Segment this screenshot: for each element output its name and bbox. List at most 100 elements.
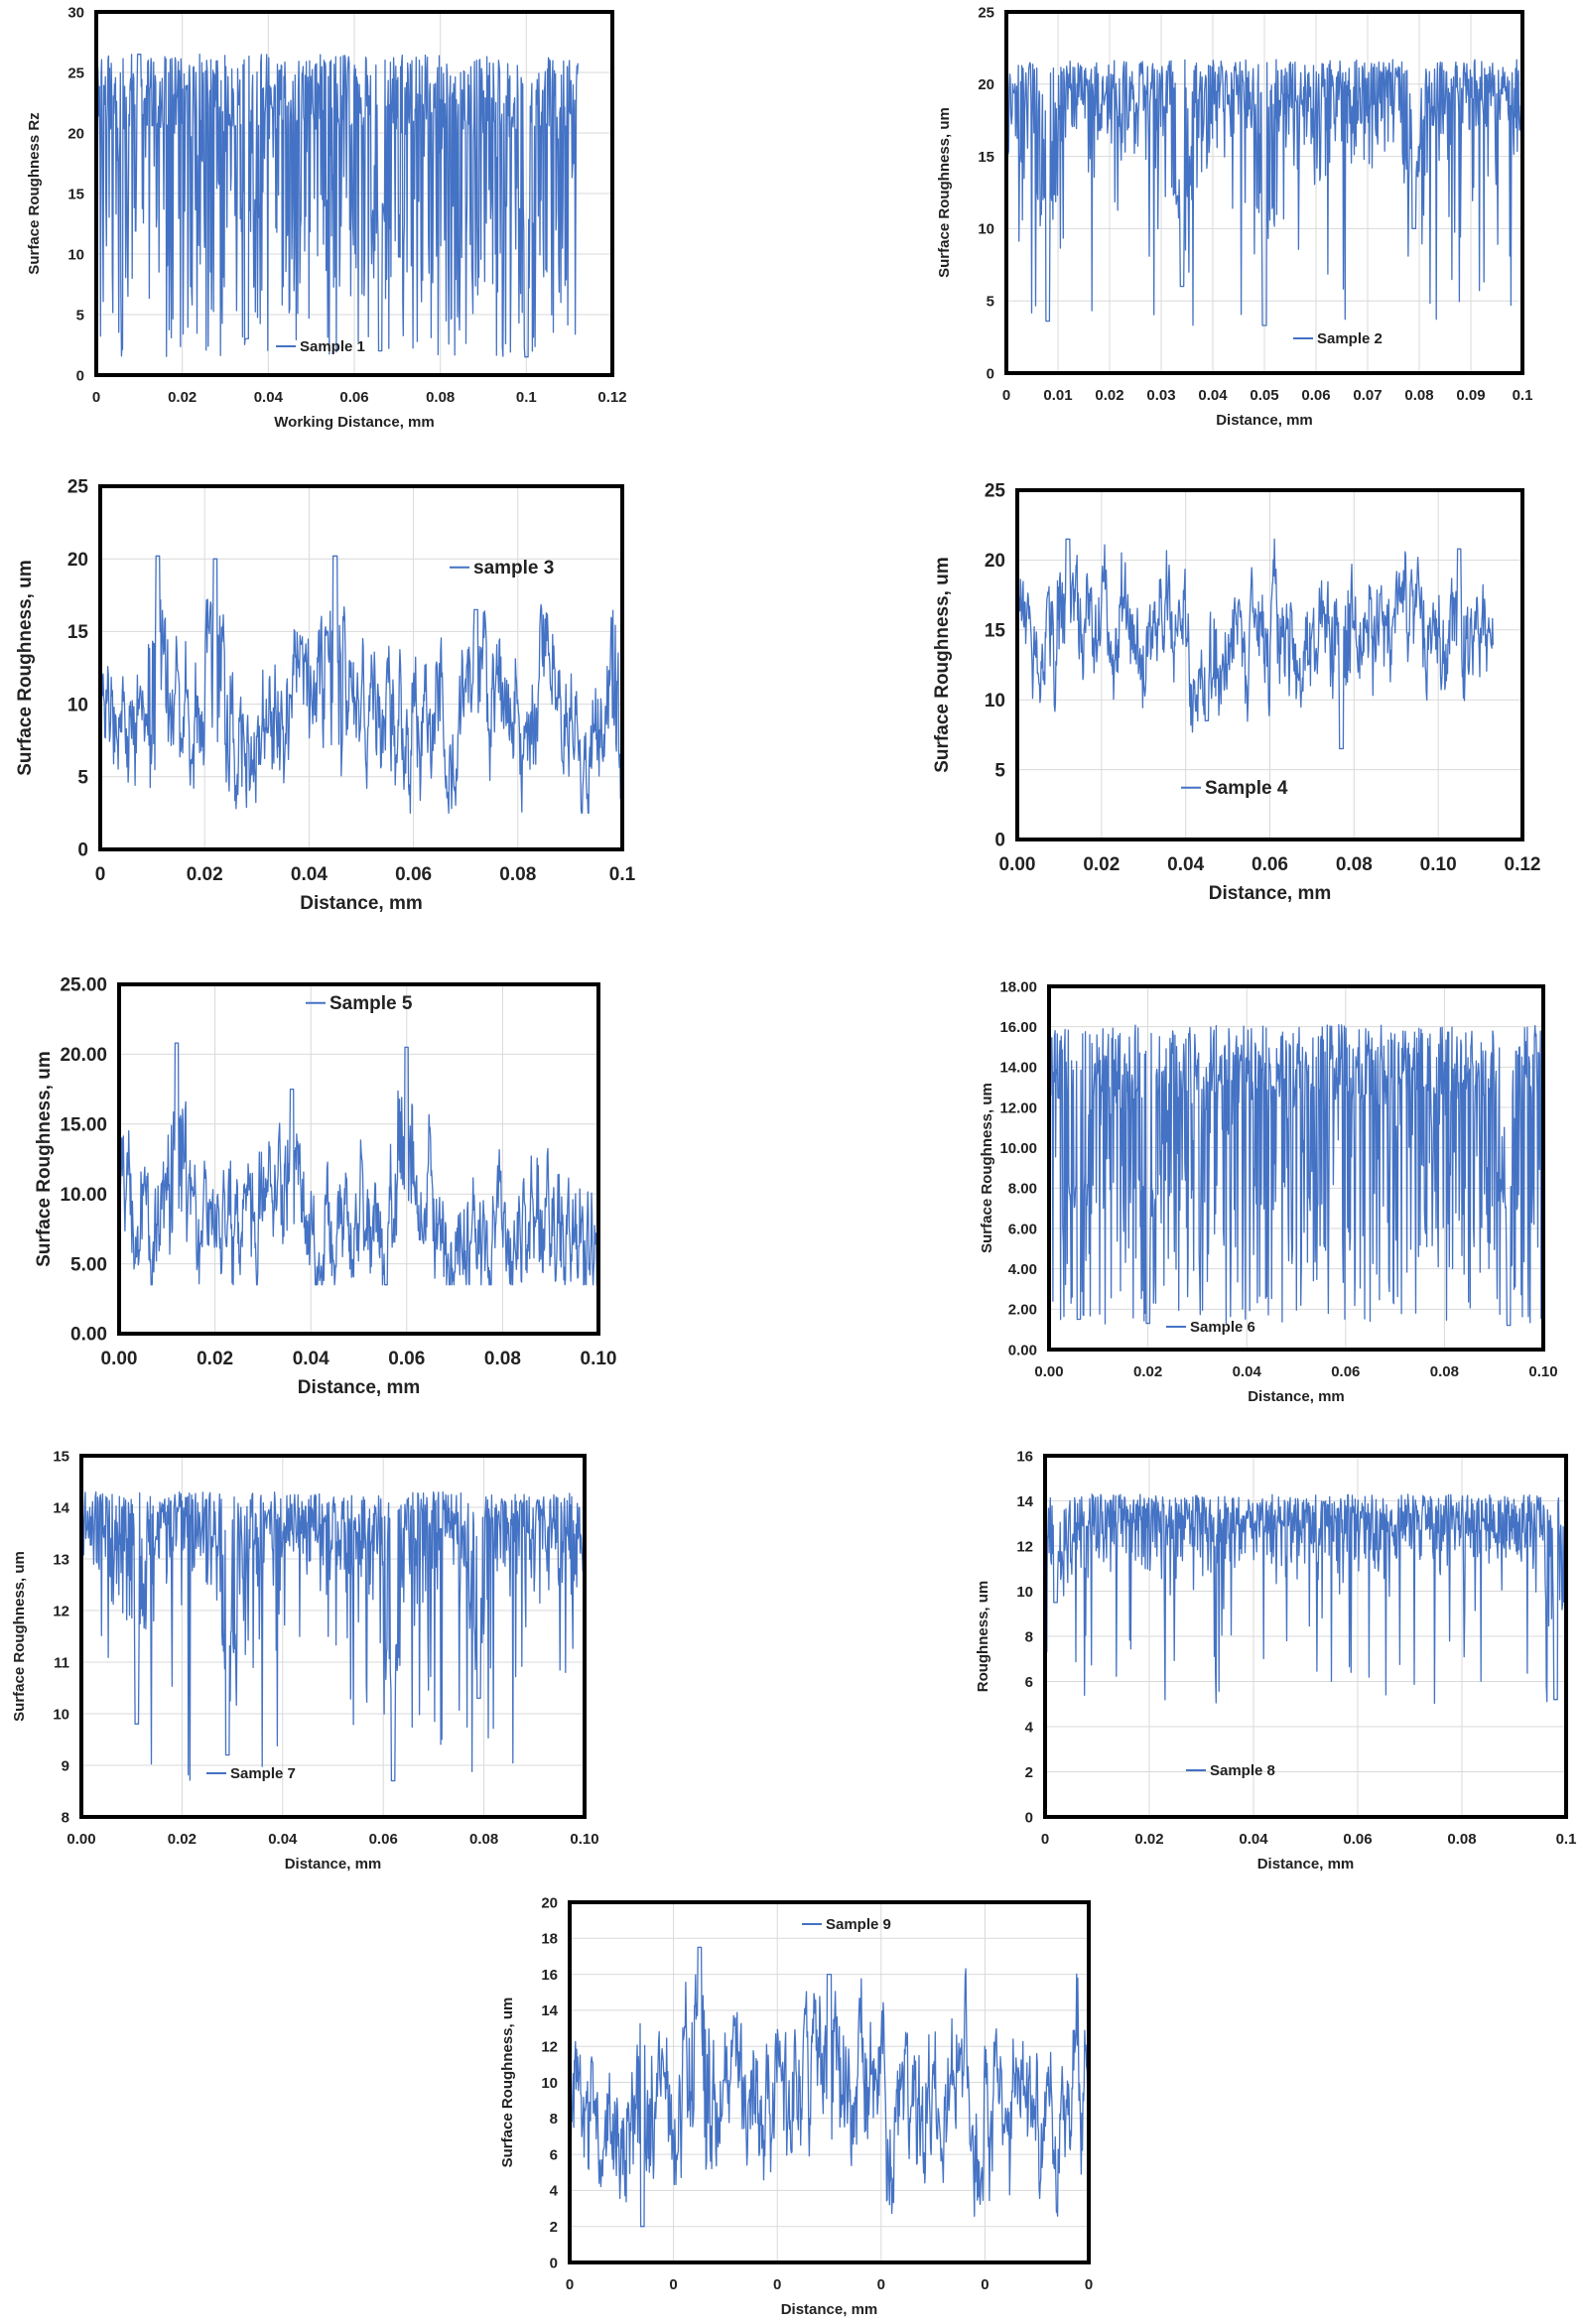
x-tick-label: 0.04: [291, 864, 328, 885]
x-tick-label: 0.08: [1336, 854, 1373, 875]
y-tick-label: 15: [53, 1448, 69, 1465]
x-tick-label: 0.06: [388, 1349, 425, 1369]
y-tick-label: 5: [77, 767, 88, 788]
x-tick-label: 0.02: [168, 1831, 197, 1848]
x-tick-label: 0.10: [570, 1831, 598, 1848]
x-tick-label: 0.07: [1353, 387, 1382, 404]
plot-frame: [1015, 488, 1524, 841]
y-tick-label: 14: [541, 2002, 558, 2019]
y-tick-label: 0.00: [1008, 1342, 1037, 1358]
series-line-sample-5: [118, 1042, 599, 1286]
y-tick-label: 10: [1016, 1584, 1033, 1601]
plot-frame: [79, 1454, 587, 1819]
series-line-sample-3: [99, 555, 623, 815]
y-tick-label: 8: [550, 2111, 558, 2128]
x-tick-label: 0: [566, 2276, 574, 2293]
x-axis-title: Distance, mm: [1216, 412, 1313, 429]
legend-label: Sample 8: [1210, 1762, 1275, 1779]
x-tick-label: 0.04: [1198, 387, 1228, 404]
x-tick-label: 0.04: [293, 1349, 330, 1369]
x-tick-label: 0.02: [1133, 1363, 1162, 1380]
plot-frame: [1004, 10, 1524, 375]
x-tick-label: 0.01: [1043, 387, 1072, 404]
x-axis-title: Distance, mm: [300, 893, 423, 914]
y-tick-label: 0: [987, 365, 994, 382]
x-tick-label: 0.03: [1146, 387, 1175, 404]
y-tick-label: 25.00: [60, 975, 107, 996]
y-tick-label: 12.00: [999, 1099, 1037, 1116]
x-tick-label: 0.12: [597, 389, 626, 406]
legend-label: Sample 9: [826, 1916, 891, 1933]
y-tick-label: 20.00: [60, 1045, 107, 1066]
x-tick-label: 0.10: [1420, 854, 1457, 875]
x-tick-label: 0: [877, 2276, 885, 2293]
legend-label: Sample 6: [1190, 1319, 1255, 1336]
y-tick-label: 15: [978, 149, 994, 166]
y-tick-label: 12: [1016, 1538, 1033, 1555]
x-axis-title: Distance, mm: [298, 1377, 421, 1398]
y-tick-label: 25: [67, 65, 84, 81]
y-tick-label: 5.00: [70, 1254, 107, 1275]
y-tick-label: 20: [67, 125, 84, 142]
y-tick-label: 6.00: [1008, 1221, 1037, 1237]
legend-label: Sample 4: [1205, 778, 1288, 799]
y-axis-title: Surface Roughness, um: [936, 107, 953, 278]
y-axis-title: Roughness, um: [975, 1581, 991, 1693]
x-tick-label: 0.08: [499, 864, 536, 885]
x-tick-label: 0.09: [1456, 387, 1485, 404]
plot-frame: [117, 982, 600, 1336]
x-tick-label: 0.04: [254, 389, 284, 406]
x-axis-title: Distance, mm: [1248, 1388, 1345, 1405]
x-tick-label: 0.1: [1556, 1831, 1577, 1848]
x-tick-label: 0.10: [581, 1349, 617, 1369]
chart-c6: Sample 6 0.00 2.00 4.00 6.00 8.00 10.00 12.00 14…: [979, 978, 1558, 1405]
series-line-sample-9: [569, 1946, 1090, 2228]
y-axis-title: Surface Roughness, um: [932, 557, 953, 773]
x-tick-label: 0.10: [1528, 1363, 1557, 1380]
y-axis-title: Surface Roughness, um: [15, 560, 36, 776]
y-tick-label: 15: [67, 186, 84, 202]
y-tick-label: 6: [550, 2146, 558, 2163]
plot-frame: [94, 10, 614, 377]
y-tick-label: 13: [53, 1551, 69, 1568]
y-tick-label: 25: [978, 4, 994, 21]
x-tick-label: 0.06: [1252, 854, 1288, 875]
y-tick-label: 5: [994, 760, 1005, 781]
x-tick-label: 0: [95, 864, 106, 885]
x-tick-label: 0.12: [1505, 854, 1541, 875]
x-tick-label: 0.06: [395, 864, 432, 885]
y-tick-label: 15: [67, 622, 89, 643]
x-tick-label: 0.08: [426, 389, 455, 406]
y-tick-label: 16.00: [999, 1019, 1037, 1036]
x-tick-label: 0.06: [1331, 1363, 1360, 1380]
x-axis-title: Distance, mm: [781, 2301, 878, 2318]
y-tick-label: 10.00: [60, 1185, 107, 1206]
y-tick-label: 16: [1016, 1448, 1033, 1465]
y-tick-label: 4: [1025, 1719, 1034, 1736]
y-tick-label: 20: [978, 76, 994, 93]
y-tick-label: 8: [1025, 1628, 1033, 1645]
y-tick-label: 20: [541, 1894, 558, 1911]
x-tick-label: 0.02: [1134, 1831, 1163, 1848]
y-tick-label: 20: [67, 550, 88, 571]
y-tick-label: 14: [1016, 1493, 1033, 1510]
x-tick-label: 0: [1041, 1831, 1049, 1848]
series-line-sample-7: [80, 1490, 586, 1782]
x-tick-label: 0.1: [1513, 387, 1533, 404]
x-tick-label: 0: [1002, 387, 1010, 404]
x-tick-label: 0.04: [1233, 1363, 1262, 1380]
plot-frame: [1043, 1454, 1568, 1819]
x-tick-label: 0.00: [66, 1831, 95, 1848]
y-tick-label: 18: [541, 1931, 558, 1948]
y-tick-label: 6: [1025, 1674, 1033, 1691]
x-tick-label: 0.02: [1095, 387, 1123, 404]
plot-frame: [1047, 984, 1545, 1352]
chart-c7: Sample 7 8 9 10 11 12 13 14 15 0.00 0.02 0.04 0.06 0.…: [11, 1448, 599, 1872]
series-line-sample-1: [95, 54, 579, 358]
y-tick-label: 18.00: [999, 978, 1037, 995]
y-tick-label: 2.00: [1008, 1302, 1037, 1319]
y-tick-label: 5: [76, 307, 84, 323]
x-tick-label: 0: [1085, 2276, 1093, 2293]
